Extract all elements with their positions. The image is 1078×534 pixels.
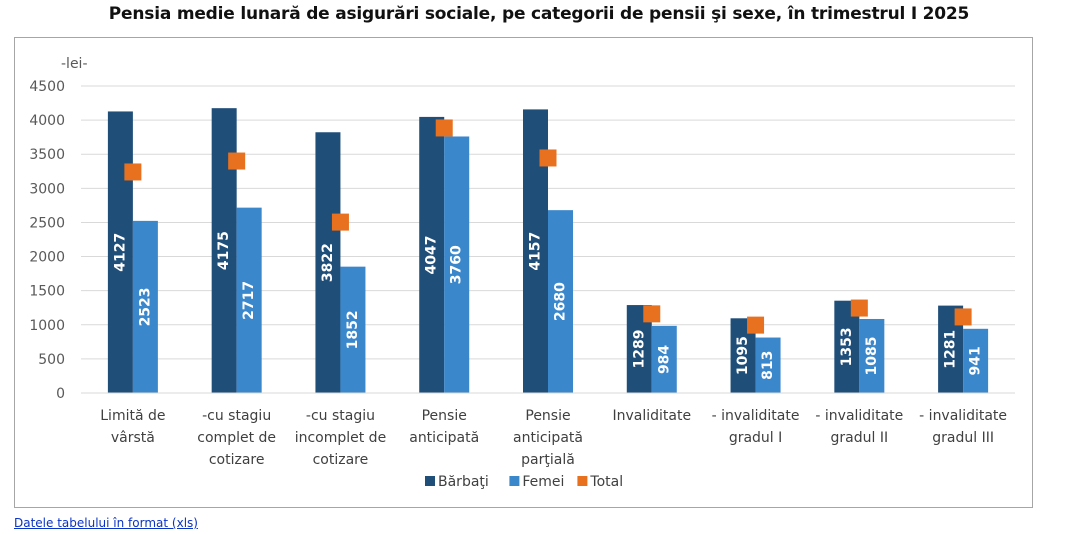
bar-data-label: 4175 [216,231,232,270]
bar-data-label: 1085 [864,337,880,376]
page-title: Pensia medie lunară de asigurări sociale… [108,4,970,24]
x-category-label: cotizare [313,452,369,468]
x-category-label: parţială [521,452,575,468]
legend-label-barbati: Bărbaţi [438,474,489,490]
bar-data-label: 1281 [943,330,959,369]
y-tick-label: 4500 [29,79,65,95]
bar-data-label: 2523 [137,287,153,326]
y-axis-label: -lei- [61,56,88,72]
x-category-label: Pensie [525,408,570,424]
x-category-label: anticipată [513,430,583,446]
y-tick-label: 4000 [29,113,65,129]
x-category-label: vârstă [111,430,155,446]
bar-data-label: 941 [968,346,984,375]
total-marker [124,163,142,181]
x-category-label: -cu stagiu [202,408,271,424]
bar-femei [651,325,677,393]
bar-data-label: 2717 [241,281,257,320]
total-marker [747,316,765,334]
bar-barbati [419,116,445,393]
y-tick-label: 2500 [29,215,65,231]
bar-data-label: 3822 [320,243,336,282]
x-category-label: complet de [197,430,276,446]
x-category-label: Invaliditate [612,408,691,424]
y-tick-label: 0 [56,386,65,402]
x-category-label: - invaliditate [815,408,903,424]
x-category-label: Limită de [100,408,165,424]
total-marker [435,119,453,137]
bar-femei [444,136,470,393]
total-marker [228,152,246,170]
y-tick-label: 500 [38,352,65,368]
bar-data-label: 1095 [735,336,751,375]
bar-data-label: 4047 [424,235,440,274]
bar-data-label: 4127 [112,233,128,272]
total-marker [850,299,868,317]
bar-femei [132,220,158,393]
y-tick-label: 1500 [29,284,65,300]
bar-femei [236,207,262,393]
legend-label-femei: Femei [522,474,564,490]
x-category-label: incomplet de [295,430,387,446]
total-marker [643,305,661,323]
bar-chart: 0 500 1000 1500 2000 2500 3000 3500 4000 4500 -lei… [29,56,1015,490]
x-category-label: anticipată [409,430,479,446]
x-category-label: Pensie [422,408,467,424]
bar-data-label: 4157 [528,232,544,271]
bar-femei [859,318,885,393]
total-marker [331,213,349,231]
y-tick-label: 2000 [29,250,65,266]
bar-data-label: 1353 [839,327,855,366]
legend-swatch-barbati [425,476,435,486]
y-tick-label: 3000 [29,181,65,197]
x-category-label: gradul II [831,430,889,446]
total-marker [954,308,972,326]
legend-swatch-femei [509,476,520,486]
x-category-label: -cu stagiu [306,408,375,424]
bar-data-label: 1289 [631,330,647,369]
bar-data-label: 813 [760,351,776,380]
x-category-label: - invaliditate [712,408,800,424]
total-marker [539,149,557,167]
y-tick-label: 1000 [29,318,65,334]
x-category-label: gradul III [932,430,994,446]
legend-label-total: Total [589,474,623,490]
bar-data-label: 2680 [553,282,569,321]
x-category-label: cotizare [209,452,265,468]
bar-barbati [315,132,341,393]
x-category-label: - invaliditate [919,408,1007,424]
legend-swatch-total [577,476,588,486]
bar-femei [963,328,989,393]
bar-data-label: 1852 [345,310,361,349]
bar-data-label: 3760 [449,245,465,284]
bar-data-label: 984 [656,345,672,374]
bar-barbati [107,111,133,393]
x-category-label: gradul I [729,430,782,446]
bar-femei [755,337,781,393]
bar-femei [340,266,366,393]
chart-container: 0 500 1000 1500 2000 2500 3000 3500 4000 4500 -lei… [14,37,1033,508]
xls-download-link[interactable]: Datele tabelului în format (xls) [14,516,198,530]
y-tick-label: 3500 [29,147,65,163]
bar-femei [548,210,573,393]
